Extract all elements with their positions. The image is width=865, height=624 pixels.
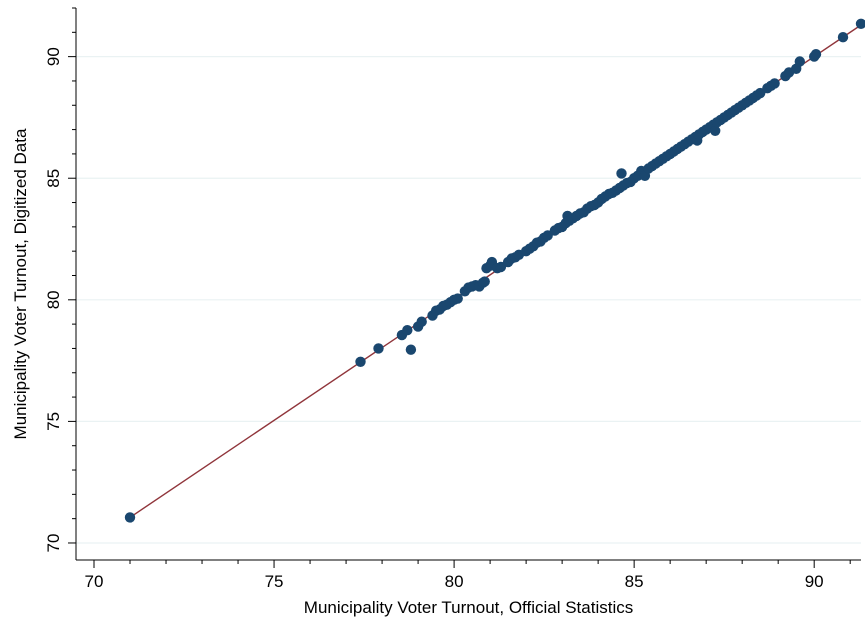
data-point — [810, 49, 822, 60]
data-point — [402, 325, 413, 336]
x-tick-label: 75 — [265, 572, 284, 591]
data-point — [769, 78, 780, 89]
gridlines — [76, 56, 861, 544]
data-point — [405, 344, 417, 355]
tick-labels: 70 75 80 85 90 70 75 80 85 90 — [44, 47, 824, 591]
data-points — [124, 18, 865, 523]
data-point — [479, 276, 490, 287]
data-point — [616, 168, 627, 179]
y-tick-label: 90 — [44, 47, 63, 66]
y-tick-label: 75 — [44, 412, 63, 431]
data-point — [710, 125, 721, 136]
data-point — [355, 356, 366, 367]
y-tick-label: 70 — [44, 534, 63, 553]
data-point — [124, 512, 136, 523]
x-axis-title: Municipality Voter Turnout, Official Sta… — [304, 598, 633, 617]
x-tick-label: 85 — [625, 572, 644, 591]
data-point — [855, 18, 865, 29]
x-tick-label: 90 — [805, 572, 824, 591]
data-point — [837, 32, 849, 43]
data-point — [416, 316, 427, 327]
data-point — [794, 56, 805, 67]
axes — [68, 7, 861, 568]
x-tick-label: 70 — [85, 572, 104, 591]
data-point — [452, 293, 463, 304]
y-axis-title: Municipality Voter Turnout, Digitized Da… — [11, 128, 30, 439]
x-tick-label: 80 — [445, 572, 464, 591]
y-tick-label: 80 — [44, 290, 63, 309]
y-tick-label: 85 — [44, 169, 63, 188]
data-point — [373, 343, 384, 354]
